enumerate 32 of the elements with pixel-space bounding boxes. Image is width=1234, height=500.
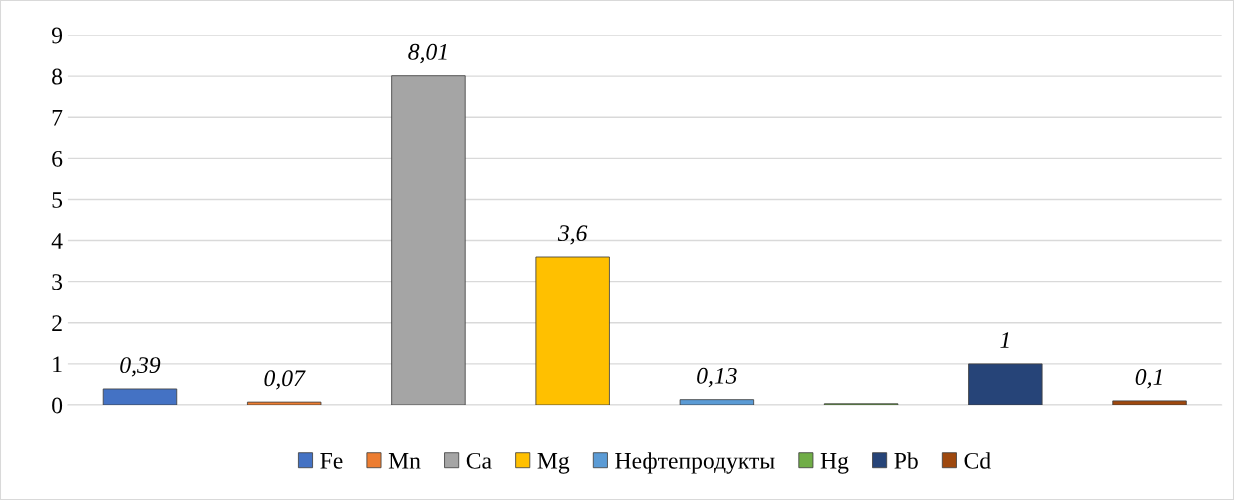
- data-label: 0,13: [697, 367, 737, 388]
- data-label: 0,07: [264, 370, 306, 390]
- data-label: 1: [1000, 332, 1009, 348]
- bar: [679, 399, 755, 405]
- bar: [968, 363, 1043, 405]
- y-tick-label: 7: [52, 109, 63, 126]
- legend-label: Cd: [964, 452, 991, 469]
- bar: [391, 75, 466, 405]
- bar: [1112, 400, 1187, 405]
- bar: [247, 401, 322, 405]
- y-tick-label: 6: [52, 150, 63, 167]
- legend-label: Pb: [894, 452, 918, 469]
- y-tick-label: 8: [52, 68, 63, 85]
- y-tick-label: 9: [51, 27, 63, 44]
- legend-label: Fe: [320, 453, 343, 469]
- legend-label: Mg: [537, 453, 570, 474]
- y-tick-label: 4: [51, 233, 63, 249]
- data-label: 0,39: [120, 357, 161, 377]
- legend-label: Ca: [466, 452, 492, 469]
- y-tick-label: 3: [52, 274, 63, 291]
- y-tick-label: 5: [52, 192, 63, 208]
- y-tick-label: 2: [52, 315, 62, 331]
- data-label: 8,01: [408, 43, 447, 64]
- legend-label: Hg: [820, 453, 849, 474]
- legend-label: Нефтепродукты: [615, 452, 775, 474]
- bar: [535, 256, 610, 405]
- data-label: 0,1: [1135, 369, 1162, 389]
- y-tick-label: 1: [53, 356, 62, 373]
- data-label: 3,6: [557, 225, 588, 245]
- legend-label: Mn: [388, 453, 421, 469]
- bar: [102, 388, 178, 405]
- y-tick-label: 0: [52, 397, 63, 414]
